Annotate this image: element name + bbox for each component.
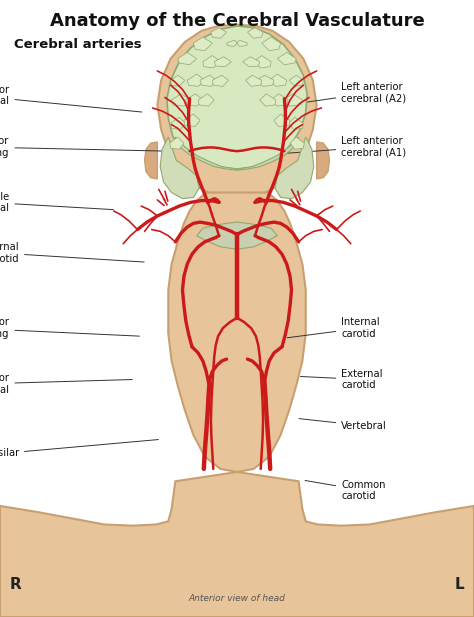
Polygon shape: [269, 74, 287, 86]
Text: External
carotid: External carotid: [301, 368, 383, 391]
Polygon shape: [175, 137, 299, 170]
Polygon shape: [145, 142, 157, 179]
Polygon shape: [247, 28, 263, 38]
Polygon shape: [290, 137, 304, 149]
Text: Right anterior
cerebral: Right anterior cerebral: [0, 85, 142, 112]
Text: Middle
cerebral: Middle cerebral: [0, 191, 113, 213]
Polygon shape: [198, 94, 214, 106]
Polygon shape: [193, 37, 212, 51]
Polygon shape: [0, 472, 474, 617]
Polygon shape: [288, 117, 303, 130]
Polygon shape: [246, 75, 262, 86]
Text: Cerebral arteries: Cerebral arteries: [14, 38, 142, 51]
Text: Vertebral: Vertebral: [299, 418, 387, 431]
Polygon shape: [200, 75, 217, 86]
Polygon shape: [227, 40, 237, 46]
Text: Basilar: Basilar: [0, 439, 158, 458]
Polygon shape: [274, 114, 290, 126]
Polygon shape: [167, 26, 307, 169]
Polygon shape: [257, 75, 274, 86]
Text: Posterior
cerebral: Posterior cerebral: [0, 373, 132, 395]
Text: Posterior
communicating: Posterior communicating: [0, 317, 139, 339]
Text: Anterior view of head: Anterior view of head: [189, 594, 285, 603]
Polygon shape: [275, 137, 314, 199]
Polygon shape: [171, 75, 185, 86]
Polygon shape: [184, 114, 200, 126]
Polygon shape: [197, 222, 277, 249]
Polygon shape: [211, 28, 227, 38]
Polygon shape: [203, 56, 220, 68]
Polygon shape: [157, 25, 317, 197]
Polygon shape: [243, 57, 260, 67]
Polygon shape: [271, 94, 288, 106]
Polygon shape: [260, 94, 276, 106]
Polygon shape: [254, 56, 271, 68]
Polygon shape: [168, 193, 306, 472]
Text: Common
carotid: Common carotid: [305, 479, 386, 502]
Text: Anterior
communicating: Anterior communicating: [0, 136, 165, 158]
Text: L: L: [455, 578, 465, 592]
Polygon shape: [160, 137, 199, 199]
Polygon shape: [187, 74, 205, 86]
Text: Left anterior
cerebral (A2): Left anterior cerebral (A2): [268, 81, 406, 107]
Polygon shape: [186, 94, 203, 106]
Polygon shape: [277, 52, 296, 65]
Text: Internal
carotid: Internal carotid: [287, 317, 380, 339]
Polygon shape: [170, 137, 184, 149]
Polygon shape: [317, 142, 329, 179]
Text: R: R: [9, 578, 21, 592]
Text: Anatomy of the Cerebral Vasculature: Anatomy of the Cerebral Vasculature: [50, 12, 424, 30]
Polygon shape: [212, 75, 228, 86]
Polygon shape: [237, 40, 247, 46]
Polygon shape: [262, 37, 281, 51]
Polygon shape: [171, 117, 186, 130]
Text: Left anterior
cerebral (A1): Left anterior cerebral (A1): [259, 136, 406, 158]
Polygon shape: [172, 94, 191, 106]
Polygon shape: [283, 94, 302, 106]
Polygon shape: [178, 52, 197, 65]
Text: Internal
carotid: Internal carotid: [0, 242, 144, 264]
Polygon shape: [289, 75, 303, 86]
Polygon shape: [214, 57, 231, 67]
